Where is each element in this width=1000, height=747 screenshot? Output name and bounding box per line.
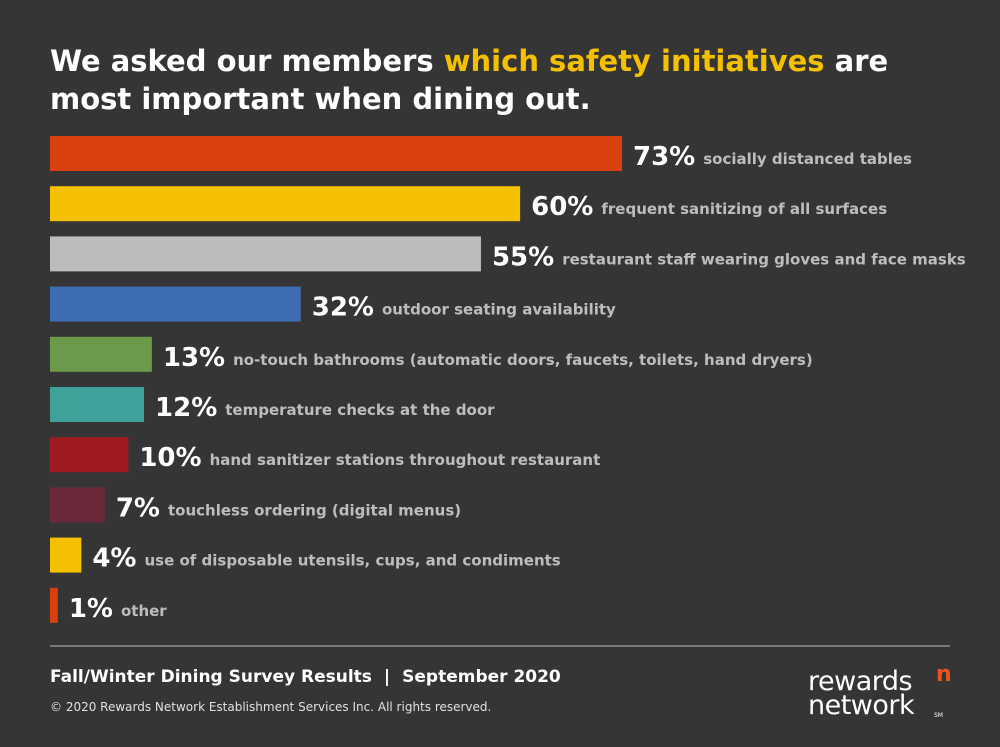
- bar-category-label-10: other: [121, 602, 167, 620]
- bar-value-label-1: 73%: [633, 142, 695, 172]
- bar-1: [50, 136, 622, 171]
- footer-survey-line: Fall/Winter Dining Survey Results | Septem…: [50, 667, 561, 687]
- bar-8: [50, 487, 105, 523]
- bar-category-label-8: touchless ordering (digital menus): [168, 501, 461, 519]
- bar-category-label-5: no-touch bathrooms (automatic doors, fau…: [233, 351, 813, 369]
- bar-value-label-10: 1%: [69, 594, 113, 624]
- bar-category-label-4: outdoor seating availability: [382, 301, 616, 319]
- bar-value-label-3: 55%: [492, 242, 554, 272]
- bar-4: [50, 286, 301, 322]
- bar-value-label-2: 60%: [531, 192, 593, 222]
- title-highlight: which safety initiatives: [443, 44, 825, 78]
- bar-7: [50, 437, 129, 473]
- copyright-notice: © 2020 Rewards Network Establishment Ser…: [50, 700, 492, 714]
- logo-mark-icon: n: [936, 662, 952, 687]
- bar-category-label-1: socially distanced tables: [703, 150, 912, 168]
- bar-chart: 73% socially distanced tables 60% frequent …: [50, 136, 966, 624]
- bar-value-label-5: 13%: [163, 343, 225, 373]
- bar-value-label-6: 12%: [155, 393, 217, 423]
- footer-date: September 2020: [402, 667, 561, 687]
- bar-category-label-6: temperature checks at the door: [225, 401, 495, 419]
- bar-2: [50, 186, 521, 222]
- logo-word-rewards: rewards: [808, 666, 913, 697]
- bar-value-label-4: 32%: [312, 293, 374, 323]
- logo-service-mark: SM: [934, 712, 943, 719]
- footer-divider: [50, 645, 950, 647]
- footer-separator: |: [383, 667, 391, 687]
- bar-9: [50, 537, 82, 573]
- bar-3: [50, 236, 481, 272]
- title-part1: We asked our members: [50, 44, 444, 78]
- bar-6: [50, 387, 145, 422]
- bar-category-label-2: frequent sanitizing of all surfaces: [601, 200, 887, 218]
- bar-value-label-7: 10%: [139, 443, 201, 473]
- chart-title: We asked our members which safety initia…: [50, 42, 970, 118]
- rewards-network-logo: rewards network SM n: [808, 662, 958, 728]
- bar-value-label-8: 7%: [116, 493, 160, 523]
- bar-value-label-9: 4%: [92, 544, 136, 574]
- bar-category-label-9: use of disposable utensils, cups, and co…: [144, 552, 560, 570]
- bar-category-label-3: restaurant staff wearing gloves and face…: [562, 250, 966, 268]
- bar-category-label-7: hand sanitizer stations throughout resta…: [210, 451, 601, 469]
- title-part2: are most important when dining out.: [50, 44, 889, 116]
- bar-5: [50, 336, 152, 372]
- bar-10: [50, 587, 58, 623]
- footer-survey-name: Fall/Winter Dining Survey Results: [50, 667, 372, 687]
- logo-word-network: network: [808, 690, 915, 721]
